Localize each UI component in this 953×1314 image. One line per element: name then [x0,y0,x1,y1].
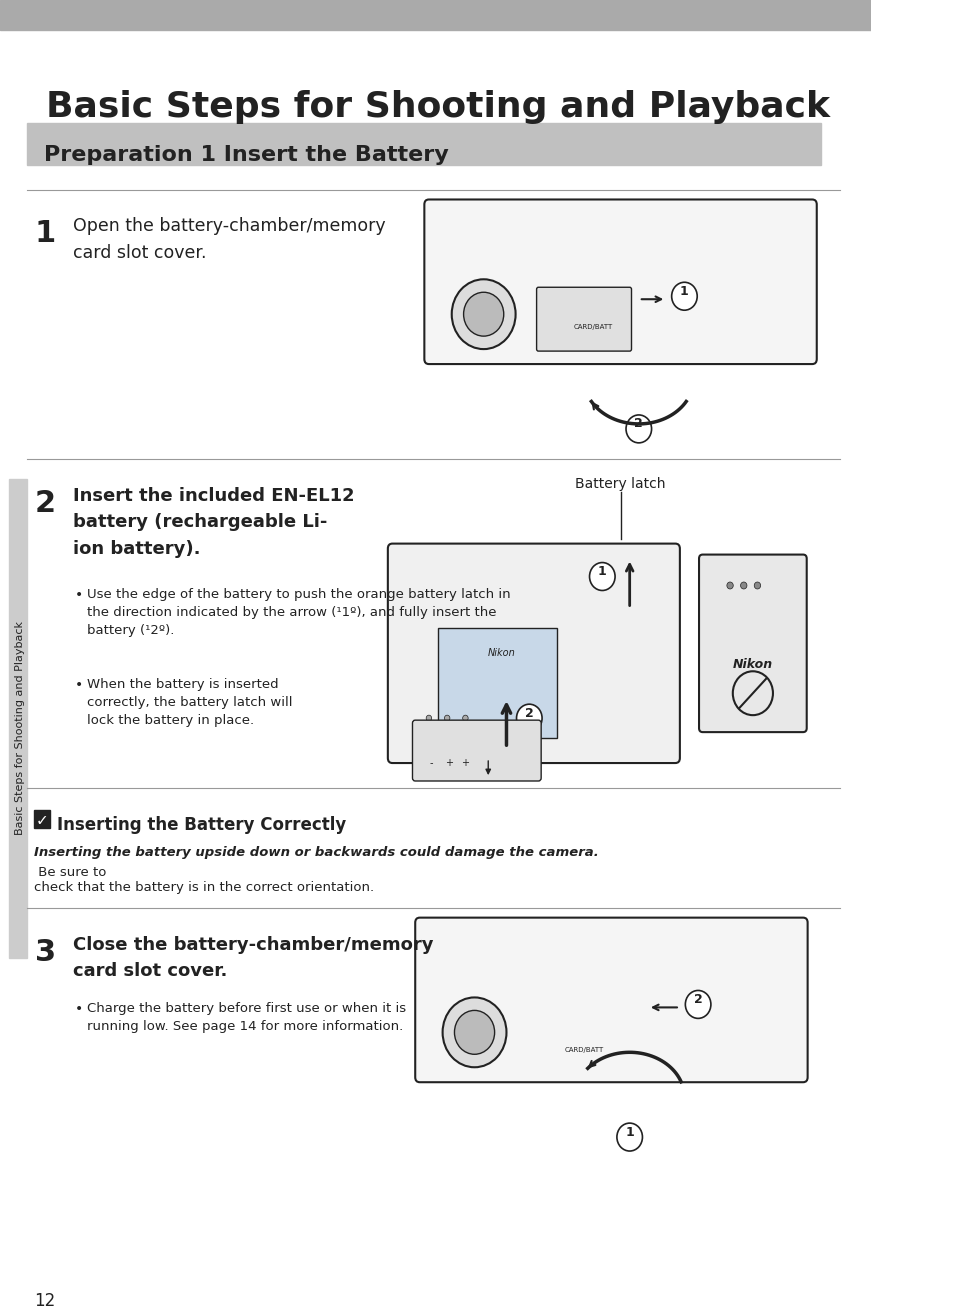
Text: -: - [430,758,433,769]
Circle shape [684,991,710,1018]
Circle shape [740,582,746,589]
Text: Basic Steps for Shooting and Playback: Basic Steps for Shooting and Playback [46,89,829,124]
Bar [10,478,28,958]
Text: Insert the included EN-EL12
battery (rechargeable Li-
ion battery).: Insert the included EN-EL12 battery (rec… [73,486,355,557]
Circle shape [516,704,541,732]
Text: Close the battery-chamber/memory
card slot cover.: Close the battery-chamber/memory card sl… [73,936,433,980]
FancyBboxPatch shape [424,200,816,364]
Text: Nikon: Nikon [732,658,772,671]
Text: 2: 2 [524,707,533,720]
FancyBboxPatch shape [699,555,806,732]
Bar [0,0,870,30]
Text: 1: 1 [598,565,606,578]
Text: CARD/BATT: CARD/BATT [573,325,612,330]
Circle shape [625,415,651,443]
FancyBboxPatch shape [412,720,540,781]
Text: ✓: ✓ [35,813,49,828]
Text: Inserting the Battery Correctly: Inserting the Battery Correctly [56,816,346,834]
Circle shape [462,715,468,721]
Text: •: • [74,678,83,692]
Text: 1: 1 [624,1126,634,1139]
Circle shape [444,715,450,721]
Text: •: • [74,1003,83,1017]
Bar [33,809,51,828]
Text: +: + [461,758,469,769]
FancyBboxPatch shape [536,288,631,351]
Text: •: • [74,589,83,603]
Circle shape [617,1123,641,1151]
Circle shape [463,292,503,336]
Circle shape [726,582,733,589]
Text: 2: 2 [634,418,642,431]
Text: When the battery is inserted
correctly, the battery latch will
lock the battery : When the battery is inserted correctly, … [87,678,292,727]
Circle shape [671,283,697,310]
Circle shape [442,997,506,1067]
Text: Charge the battery before first use or when it is
running low. See page 14 for m: Charge the battery before first use or w… [87,1003,405,1033]
Text: Battery latch: Battery latch [575,477,665,490]
Text: Use the edge of the battery to push the orange battery latch in
the direction in: Use the edge of the battery to push the … [87,589,510,637]
FancyBboxPatch shape [388,544,679,763]
Text: Nikon: Nikon [488,648,516,658]
Circle shape [426,715,431,721]
Text: 3: 3 [34,938,55,967]
Circle shape [452,280,515,350]
Text: Open the battery-chamber/memory
card slot cover.: Open the battery-chamber/memory card slo… [73,217,385,261]
Text: Be sure to
check that the battery is in the correct orientation.: Be sure to check that the battery is in … [33,866,374,894]
Bar [28,122,821,164]
Circle shape [454,1010,494,1054]
Text: 1: 1 [679,285,688,298]
Bar [437,628,557,738]
Text: 2: 2 [34,489,55,518]
Text: 12: 12 [33,1292,55,1310]
Circle shape [754,582,760,589]
Text: Basic Steps for Shooting and Playback: Basic Steps for Shooting and Playback [15,622,25,836]
Text: 1: 1 [34,219,56,248]
Text: CARD/BATT: CARD/BATT [564,1047,603,1054]
FancyBboxPatch shape [415,917,807,1083]
Circle shape [589,562,615,590]
Text: Inserting the battery upside down or backwards could damage the camera.: Inserting the battery upside down or bac… [33,846,598,859]
Text: +: + [444,758,453,769]
Text: Preparation 1 Insert the Battery: Preparation 1 Insert the Battery [44,145,448,164]
Text: 2: 2 [693,993,701,1007]
